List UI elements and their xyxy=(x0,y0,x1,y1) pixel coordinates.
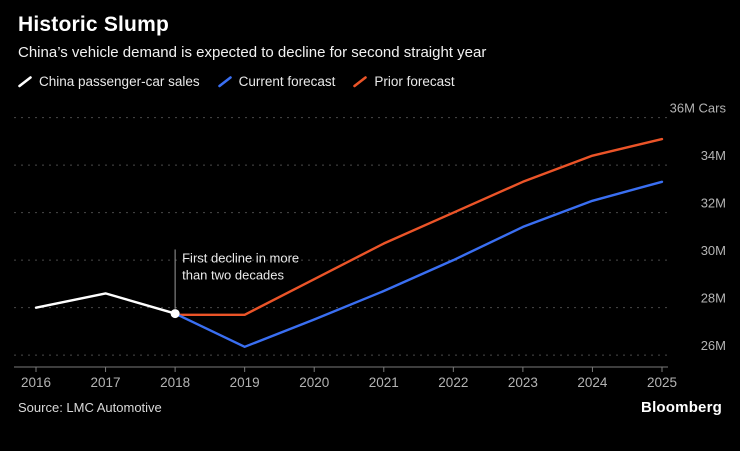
svg-text:30M: 30M xyxy=(701,243,726,258)
legend-item-current-forecast: Current forecast xyxy=(217,74,336,89)
legend-label-sales: China passenger-car sales xyxy=(39,74,200,89)
svg-text:28M: 28M xyxy=(701,291,726,306)
sales-line-icon xyxy=(18,75,33,88)
current-forecast-line-stroke xyxy=(217,76,232,88)
source-text: Source: LMC Automotive xyxy=(18,400,162,415)
legend-label-prior-forecast: Prior forecast xyxy=(374,74,455,89)
line-chart-svg: 26M 28M 30M 32M 34M 36M Cars 2016 2017 2018 2019 2… xyxy=(14,101,727,390)
prior-forecast-line-stroke xyxy=(353,76,368,88)
legend-item-prior-forecast: Prior forecast xyxy=(353,74,455,89)
bloomberg-logo: Bloomberg xyxy=(641,399,722,416)
svg-text:2018: 2018 xyxy=(160,375,190,390)
svg-text:2016: 2016 xyxy=(21,375,51,390)
chart-legend: China passenger-car sales Current foreca… xyxy=(18,74,722,89)
svg-text:2020: 2020 xyxy=(299,375,329,390)
svg-text:2022: 2022 xyxy=(438,375,468,390)
svg-text:than two decades: than two decades xyxy=(182,267,284,282)
svg-text:2024: 2024 xyxy=(577,375,608,390)
svg-text:32M: 32M xyxy=(701,196,726,211)
legend-item-sales: China passenger-car sales xyxy=(18,74,200,89)
svg-text:2025: 2025 xyxy=(647,375,677,390)
svg-text:2019: 2019 xyxy=(230,375,260,390)
chart-subtitle: China’s vehicle demand is expected to de… xyxy=(18,44,487,61)
prior-forecast-line-icon xyxy=(353,75,368,88)
chart-footer: Source: LMC Automotive Bloomberg xyxy=(0,397,740,416)
svg-text:2021: 2021 xyxy=(369,375,399,390)
svg-text:2023: 2023 xyxy=(508,375,538,390)
chart-header: Historic Slump China’s vehicle demand is… xyxy=(0,0,740,89)
svg-text:First decline in more: First decline in more xyxy=(182,250,299,265)
legend-label-current-forecast: Current forecast xyxy=(238,74,336,89)
svg-text:36M Cars: 36M Cars xyxy=(670,101,727,116)
sales-line-stroke xyxy=(18,76,32,88)
svg-text:34M: 34M xyxy=(701,148,726,163)
svg-text:2017: 2017 xyxy=(91,375,121,390)
current-forecast-line-icon xyxy=(217,75,233,88)
svg-text:26M: 26M xyxy=(701,338,726,353)
chart-area: 26M 28M 30M 32M 34M 36M Cars 2016 2017 2018 2019 2… xyxy=(0,95,740,397)
chart-title: Historic Slump xyxy=(18,13,169,36)
